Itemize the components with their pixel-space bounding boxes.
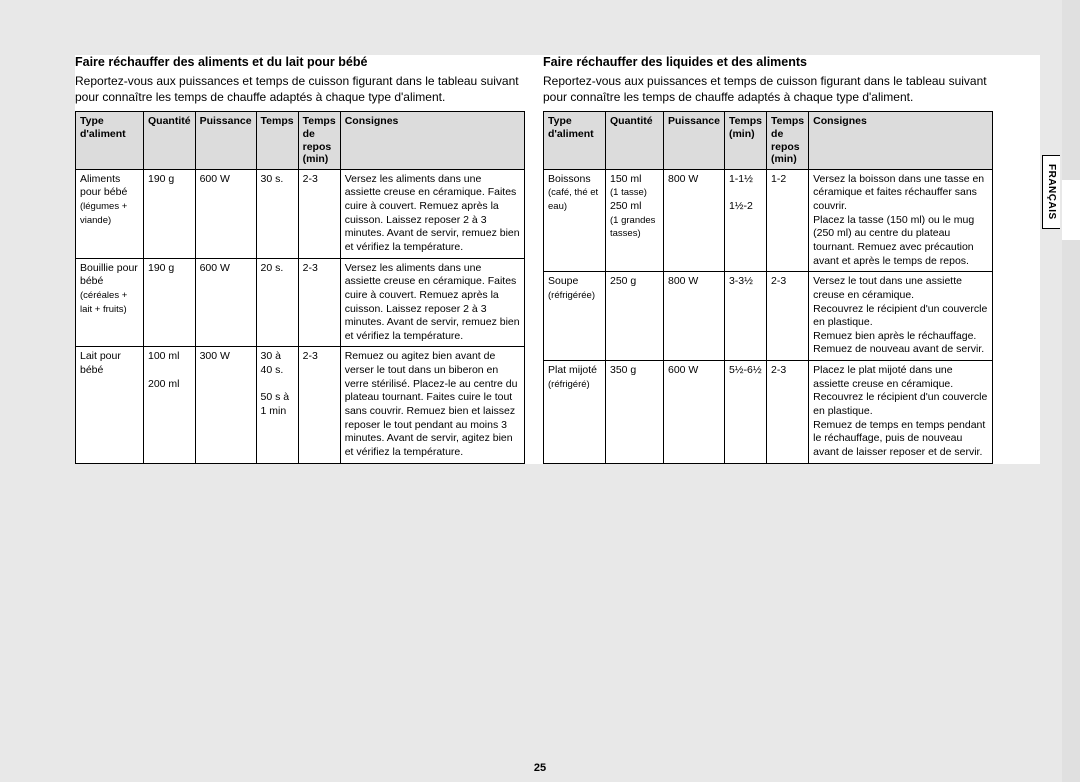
table-cell: 800 W [664,169,725,271]
page-number: 25 [534,762,546,774]
th-power: Puissance [195,112,256,169]
table-cell: Plat mijoté(réfrigéré) [544,361,606,463]
th-instr: Consignes [809,112,993,169]
th-type: Type d'aliment [76,112,144,169]
table-row: Soupe(réfrigérée)250 g800 W3-3½2-3Versez… [544,272,993,361]
left-title: Faire réchauffer des aliments et du lait… [75,55,525,69]
left-table: Type d'aliment Quantité Puissance Temps … [75,111,525,463]
table-cell: Soupe(réfrigérée) [544,272,606,361]
table-row: Bouillie pour bébé(céréales + lait + fru… [76,258,525,347]
left-intro: Reportez-vous aux puissances et temps de… [75,73,525,105]
table-cell: 2-3 [298,169,340,258]
table-cell: 2-3 [298,347,340,463]
table-cell: Remuez ou agitez bien avant de verser le… [340,347,524,463]
right-table: Type d'aliment Quantité Puissance Temps … [543,111,993,463]
table-row: Lait pour bébé100 ml200 ml300 W30 à 40 s… [76,347,525,463]
table-cell: Versez le tout dans une assiette creuse … [809,272,993,361]
table-cell: 150 ml(1 tasse)250 ml(1 grandes tasses) [606,169,664,271]
th-type: Type d'aliment [544,112,606,169]
table-cell: 190 g [144,169,196,258]
th-rest: Temps de repos (min) [767,112,809,169]
table-cell: 350 g [606,361,664,463]
table-cell: 250 g [606,272,664,361]
table-header-row: Type d'aliment Quantité Puissance Temps … [76,112,525,169]
table-cell: 2-3 [298,258,340,347]
table-cell: 600 W [195,169,256,258]
side-gap [1062,180,1080,240]
table-cell: 300 W [195,347,256,463]
th-time: Temps (min) [724,112,766,169]
table-cell: 30 s. [256,169,298,258]
table-cell: 30 à 40 s.50 s à 1 min [256,347,298,463]
table-cell: 600 W [664,361,725,463]
page-content: Faire réchauffer des aliments et du lait… [75,55,1040,464]
table-cell: 20 s. [256,258,298,347]
table-cell: Placez le plat mijoté dans une assiette … [809,361,993,463]
language-tab: FRANÇAIS [1042,155,1060,229]
table-cell: Aliments pour bébé(légumes + viande) [76,169,144,258]
right-column: Faire réchauffer des liquides et des ali… [543,55,993,464]
side-band [1062,0,1080,782]
table-cell: 2-3 [767,361,809,463]
table-cell: 5½-6½ [724,361,766,463]
table-cell: Bouillie pour bébé(céréales + lait + fru… [76,258,144,347]
table-cell: Versez les aliments dans une assiette cr… [340,169,524,258]
th-qty: Quantité [606,112,664,169]
table-row: Boissons(café, thé et eau)150 ml(1 tasse… [544,169,993,271]
table-cell: 100 ml200 ml [144,347,196,463]
table-cell: Versez les aliments dans une assiette cr… [340,258,524,347]
th-power: Puissance [664,112,725,169]
table-row: Aliments pour bébé(légumes + viande)190 … [76,169,525,258]
th-time: Temps [256,112,298,169]
table-cell: 1-2 [767,169,809,271]
table-cell: 3-3½ [724,272,766,361]
th-instr: Consignes [340,112,524,169]
table-cell: 600 W [195,258,256,347]
table-cell: 190 g [144,258,196,347]
right-title: Faire réchauffer des liquides et des ali… [543,55,993,69]
table-cell: 800 W [664,272,725,361]
right-intro: Reportez-vous aux puissances et temps de… [543,73,993,105]
table-cell: Versez la boisson dans une tasse en céra… [809,169,993,271]
table-header-row: Type d'aliment Quantité Puissance Temps … [544,112,993,169]
table-row: Plat mijoté(réfrigéré)350 g600 W5½-6½2-3… [544,361,993,463]
th-qty: Quantité [144,112,196,169]
table-cell: Lait pour bébé [76,347,144,463]
table-cell: 1-1½1½-2 [724,169,766,271]
table-cell: 2-3 [767,272,809,361]
left-column: Faire réchauffer des aliments et du lait… [75,55,525,464]
th-rest: Temps de repos (min) [298,112,340,169]
table-cell: Boissons(café, thé et eau) [544,169,606,271]
